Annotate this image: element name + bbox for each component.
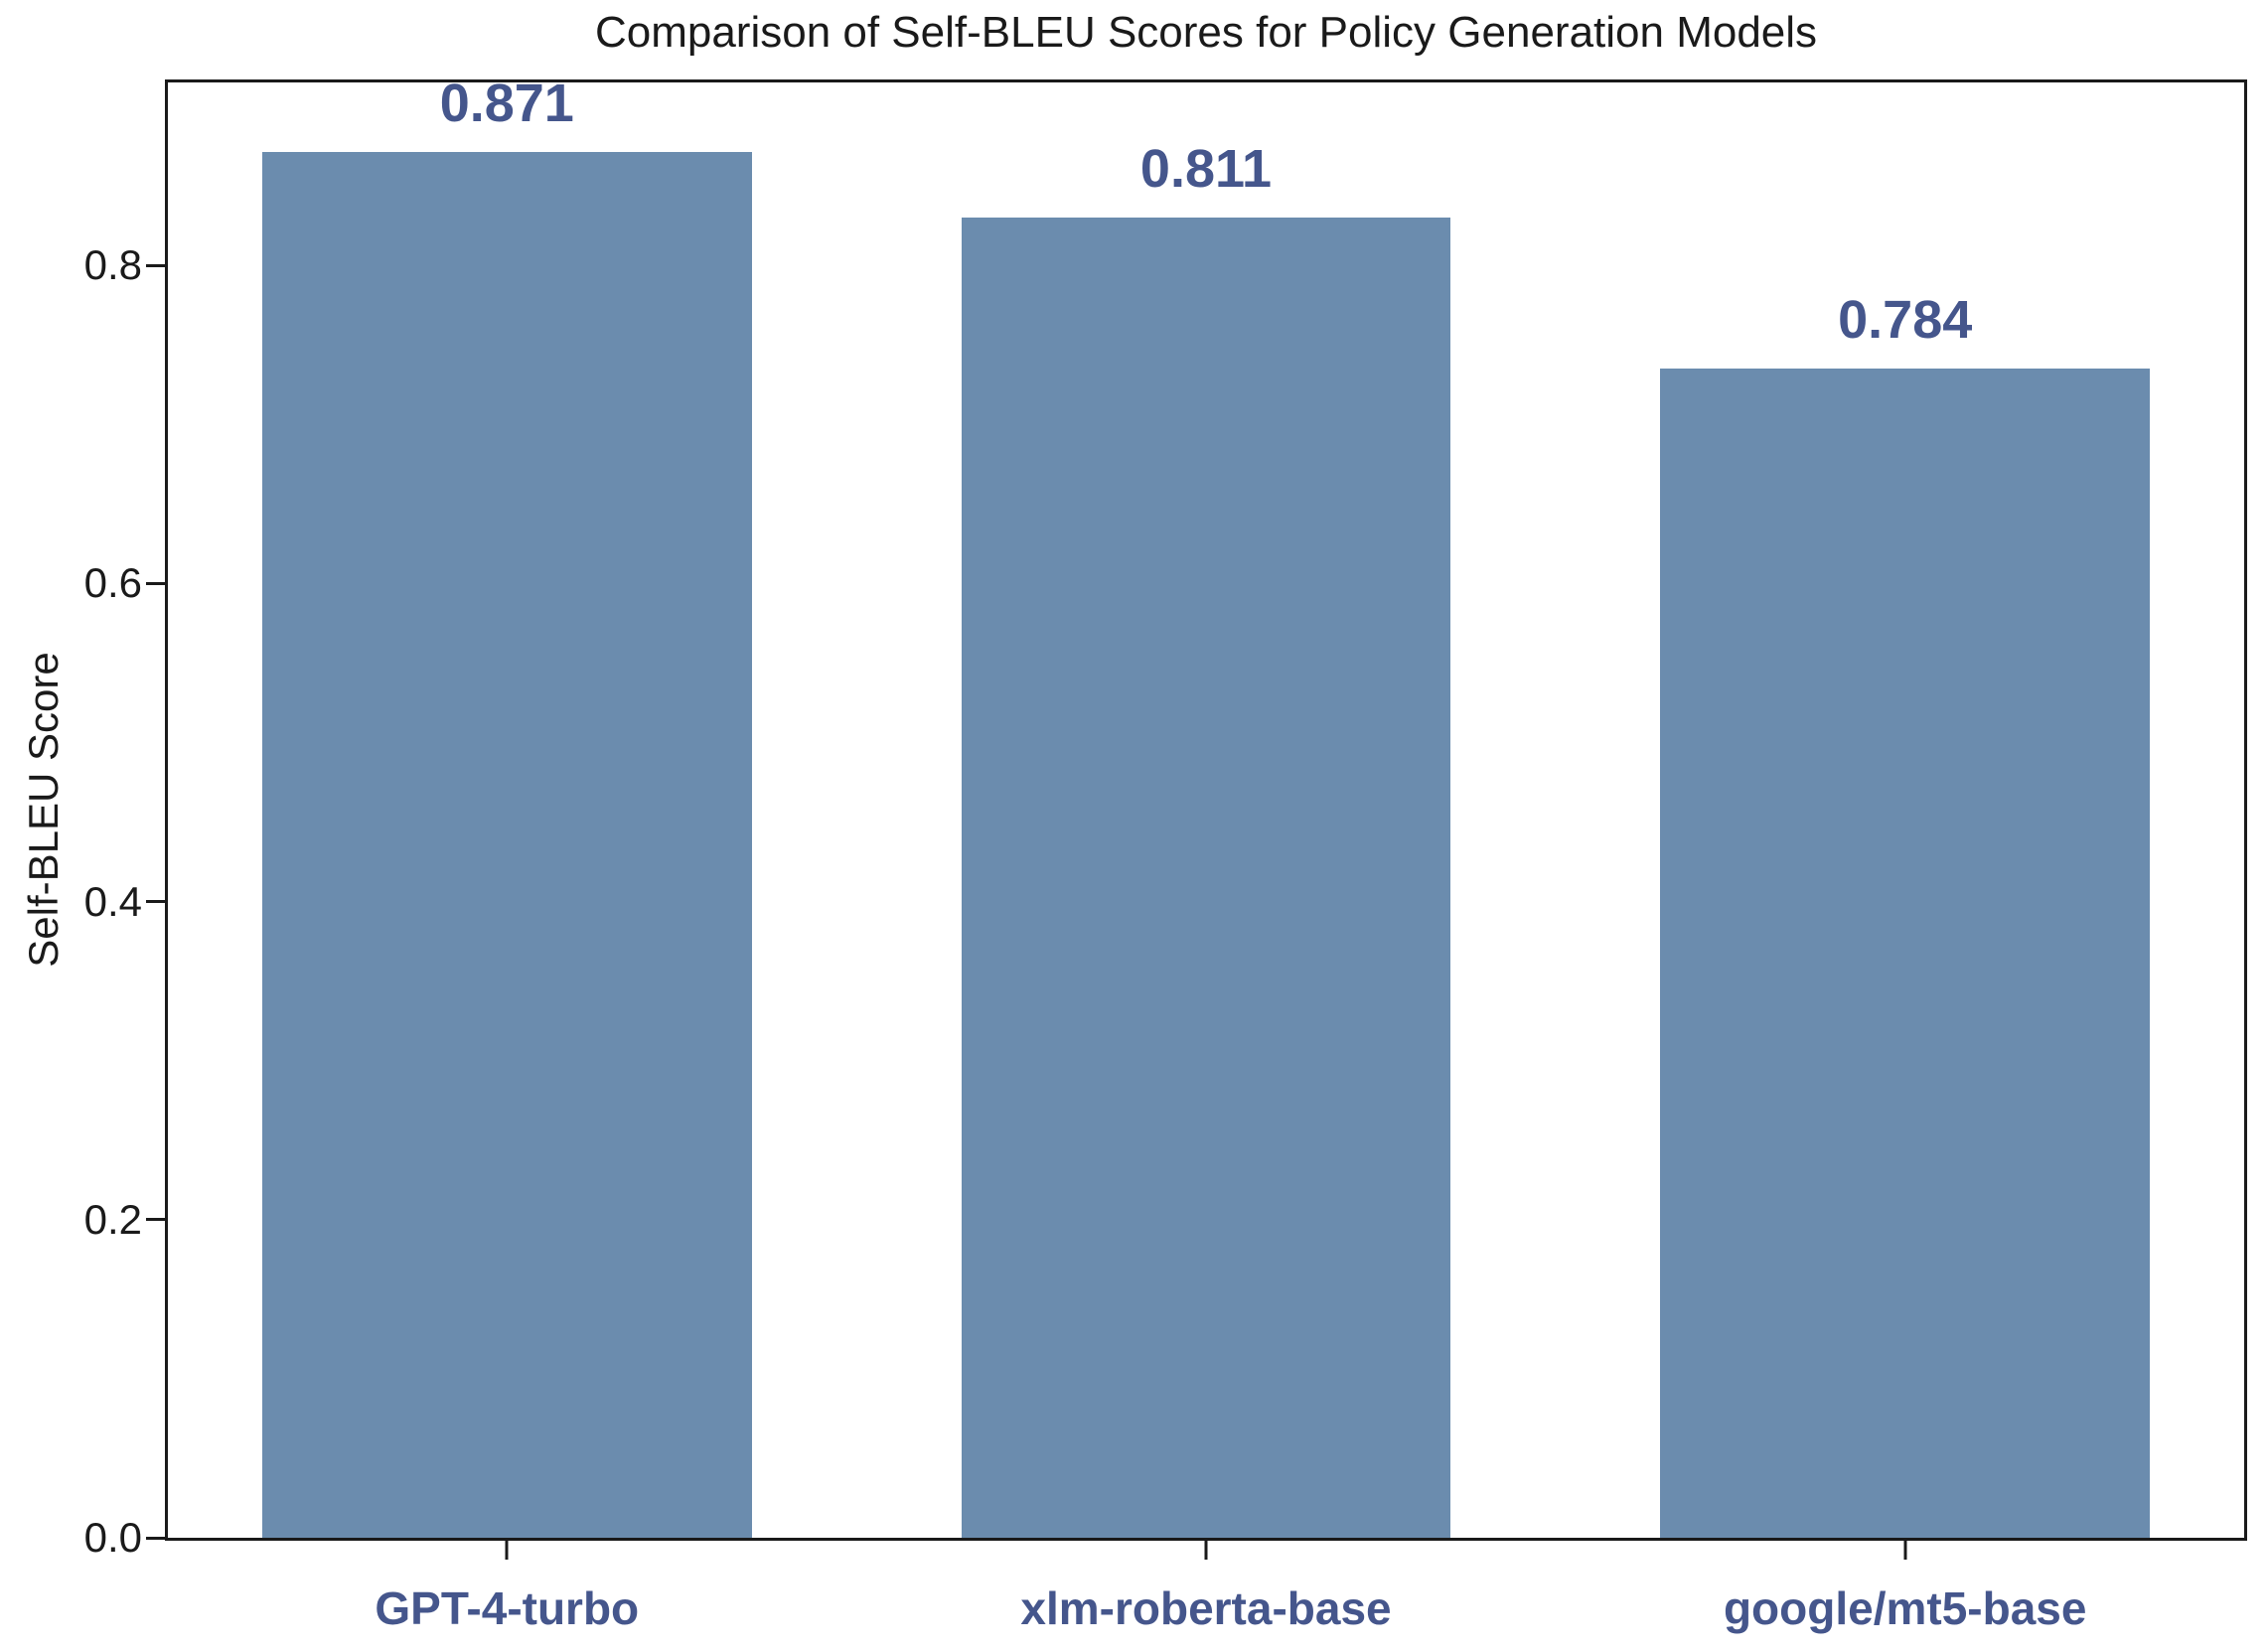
bar-value-label-xlm-roberta-base: 0.811: [1139, 139, 1273, 200]
y-axis-label: Self-BLEU Score: [20, 652, 67, 968]
x-tick-label-gpt-4-turbo: GPT-4-turbo: [375, 1582, 640, 1634]
y-tick-label-0.2: 0.2: [83, 1195, 142, 1243]
y-tick-label-0.4: 0.4: [83, 877, 142, 925]
y-tick-mark: [146, 900, 165, 904]
bar-xlm-roberta-base: [961, 218, 1451, 1538]
bar-gpt-4-turbo: [262, 152, 752, 1538]
y-tick-label-0.6: 0.6: [83, 559, 142, 607]
x-tick-label-google-mt5-base: google/mt5-base: [1723, 1582, 2087, 1634]
x-tick-mark: [1903, 1541, 1907, 1560]
y-tick-mark: [146, 263, 165, 267]
chart-title: Comparison of Self-BLEU Scores for Polic…: [594, 8, 1818, 57]
bar-google-mt5-base: [1660, 369, 2150, 1538]
bar-value-label-gpt-4-turbo: 0.871: [439, 74, 574, 134]
plot-area: 0.0 0.2 0.4 0.6 0.8 0.871 GPT-4-turbo 0.811 xlm-…: [84, 74, 2247, 1634]
y-tick-mark: [146, 1536, 165, 1540]
y-tick-mark: [146, 1218, 165, 1222]
y-tick-label-0.8: 0.8: [83, 241, 142, 289]
x-tick-label-xlm-roberta-base: xlm-roberta-base: [1020, 1582, 1392, 1634]
x-tick-mark: [505, 1541, 509, 1560]
y-tick-label-0.0: 0.0: [83, 1514, 142, 1561]
x-tick-mark: [1204, 1541, 1208, 1560]
y-tick-mark: [146, 581, 165, 585]
bar-value-label-google-mt5-base: 0.784: [1838, 290, 1973, 351]
